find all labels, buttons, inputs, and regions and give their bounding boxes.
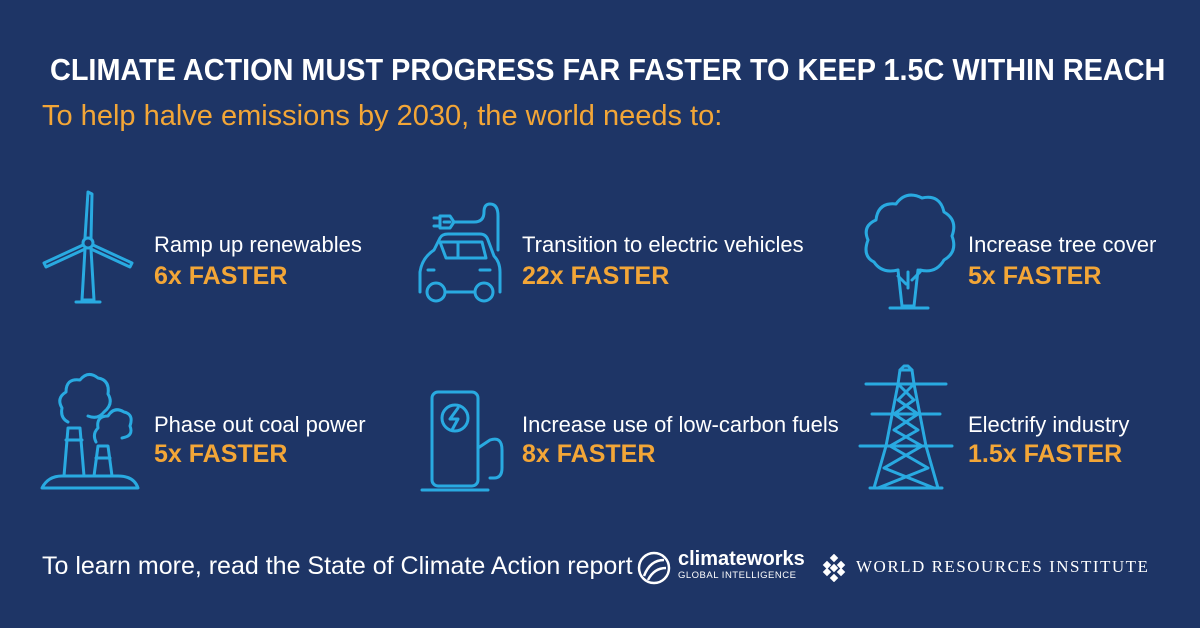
- climateworks-logo-icon: [636, 550, 672, 591]
- action-label-coal-power: Phase out coal power: [154, 412, 366, 437]
- action-label-low-carbon-fuels: Increase use of low-carbon fuels: [522, 412, 839, 437]
- power-pylon-icon: [856, 364, 956, 494]
- wri-logo: WORLD RESOURCES INSTITUTE: [820, 552, 1160, 584]
- action-multiplier-electric-vehicles: 22x FASTER: [522, 262, 670, 290]
- tree-icon: [860, 188, 960, 313]
- coal-plant-icon: [38, 368, 143, 496]
- action-label-electrify-industry: Electrify industry: [968, 412, 1130, 437]
- footer-text: To learn more, read the State of Climate…: [42, 552, 633, 580]
- action-multiplier-electrify-industry: 1.5x FASTER: [968, 440, 1123, 468]
- wri-logo-icon: [820, 553, 848, 587]
- action-multiplier-renewables: 6x FASTER: [154, 262, 288, 290]
- action-multiplier-low-carbon-fuels: 8x FASTER: [522, 440, 656, 468]
- page-subtitle: To help halve emissions by 2030, the wor…: [42, 100, 723, 132]
- climateworks-logo-subtitle: GLOBAL INTELLIGENCE: [678, 570, 797, 581]
- climateworks-logo: climateworks GLOBAL INTELLIGENCE: [636, 548, 816, 588]
- climateworks-logo-name: climateworks: [678, 548, 805, 570]
- action-label-electric-vehicles: Transition to electric vehicles: [522, 232, 804, 257]
- action-multiplier-coal-power: 5x FASTER: [154, 440, 288, 468]
- page-title: CLIMATE ACTION MUST PROGRESS FAR FASTER …: [50, 52, 1166, 87]
- electric-car-icon: [410, 200, 510, 310]
- action-label-tree-cover: Increase tree cover: [968, 232, 1157, 257]
- wind-turbine-icon: [40, 188, 135, 308]
- charging-station-icon: [418, 388, 513, 496]
- wri-logo-name: WORLD RESOURCES INSTITUTE: [856, 557, 1150, 576]
- action-label-renewables: Ramp up renewables: [154, 232, 362, 257]
- action-multiplier-tree-cover: 5x FASTER: [968, 262, 1102, 290]
